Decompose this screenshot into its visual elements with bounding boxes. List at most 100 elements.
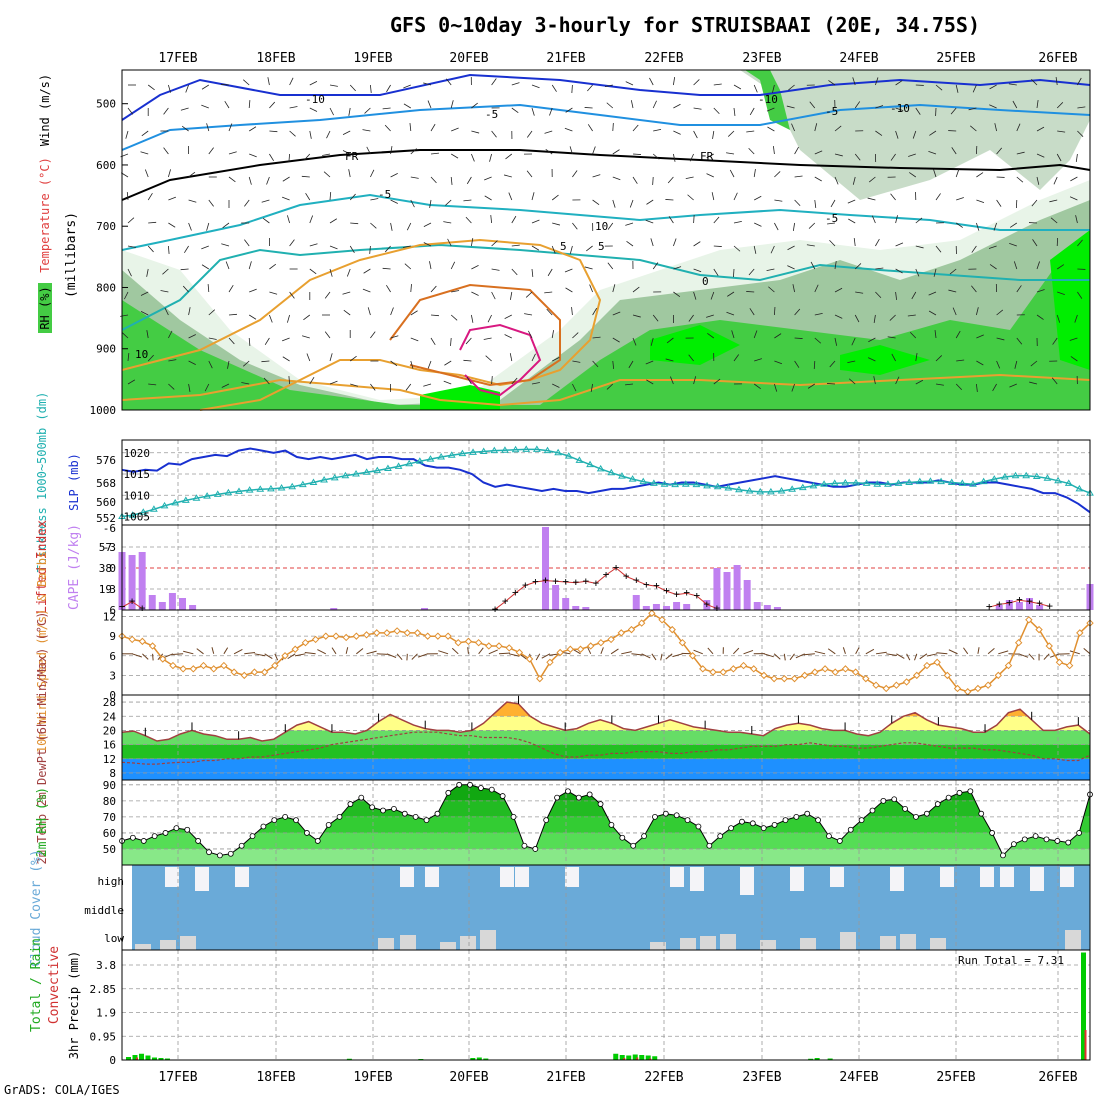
rh-bands: [122, 784, 1090, 865]
rh-marker: [619, 834, 626, 841]
wind-barb: [410, 199, 415, 208]
wind-barb: [830, 199, 836, 208]
cloud-high-block: [690, 867, 704, 891]
panel-frame: [121, 949, 1091, 1061]
wind-barb: [926, 653, 938, 657]
wind-barb: [261, 199, 270, 203]
wind-barb: [1036, 126, 1045, 132]
wind-barb: [748, 147, 755, 155]
cloud-high-block: [980, 867, 994, 887]
wind-marker: [1014, 638, 1023, 647]
cape-tick: 19: [99, 583, 112, 596]
wind-marker: [637, 619, 646, 627]
wind-barb: [551, 245, 556, 254]
cape-tick: 38: [99, 562, 112, 575]
wind-barb: [851, 337, 856, 346]
wind-barb: [1070, 356, 1078, 362]
wind-barb: [545, 148, 553, 155]
thickness-marker: [458, 449, 467, 457]
rh-band: [122, 832, 1090, 849]
wind-barb: [968, 107, 977, 111]
wind-barb: [531, 107, 535, 116]
rh-marker: [902, 805, 909, 812]
rh-marker: [934, 801, 941, 807]
wind-barb: [774, 171, 781, 178]
legend-convective: Convective: [47, 946, 62, 1024]
rh-marker: [151, 833, 158, 840]
thickness-marker: [873, 480, 882, 487]
wind-barb: [827, 222, 836, 225]
wind-barb: [711, 192, 715, 201]
wind-barb: [768, 286, 775, 293]
wind-barb: [814, 176, 822, 182]
wind-barb: [875, 130, 883, 136]
wind-marker: [872, 681, 880, 689]
wind-barb: [792, 222, 795, 231]
wind-barb: [356, 648, 364, 655]
wind-barb: [531, 192, 535, 201]
wind-barb: [693, 268, 702, 273]
wind-barb: [244, 651, 256, 655]
li-line: [989, 599, 1050, 608]
wind-marker: [709, 668, 717, 676]
wind-barb: [168, 196, 177, 201]
wind-barb: [423, 242, 432, 247]
wind-barb: [1016, 151, 1025, 155]
wind-marker: [974, 684, 982, 693]
cloud-high-block: [740, 867, 754, 895]
wind-barb: [491, 240, 498, 247]
wind-barb: [789, 653, 795, 661]
li-marker: +: [986, 600, 993, 613]
wind-barb: [531, 84, 540, 89]
wind-barb: [430, 152, 439, 155]
wind-barb: [349, 193, 356, 201]
wind-barb: [287, 215, 290, 224]
slp-tick: 1020: [124, 447, 151, 460]
wind-barb: [491, 375, 493, 385]
rh-marker: [478, 785, 484, 791]
wind-marker: [699, 665, 707, 673]
contour-label: -5: [378, 188, 391, 201]
wind-barb: [855, 291, 864, 294]
wind-barb: [168, 330, 173, 339]
wind-barb: [184, 245, 189, 253]
wind-barb: [228, 337, 235, 345]
wind-barb: [589, 284, 593, 293]
wind-barb: [895, 242, 904, 247]
wind-barb: [794, 199, 801, 207]
wind-barb: [935, 84, 943, 91]
rh-marker: [510, 813, 517, 820]
li-marker: +: [1046, 600, 1053, 613]
wind-barb: [667, 176, 674, 184]
rh-marker: [836, 838, 843, 844]
wind-barb: [227, 360, 230, 369]
precip-bar: [814, 1058, 820, 1060]
wind-barb: [915, 268, 920, 277]
rh-band: [122, 848, 1090, 865]
temp-band: [122, 730, 1090, 745]
wind-barb: [386, 84, 391, 93]
wind-barb: [289, 77, 294, 86]
convective-bar: [623, 1058, 626, 1060]
wind-barb: [410, 337, 419, 342]
wind-barb: [248, 314, 257, 320]
rh-marker: [206, 849, 212, 856]
wind-barb: [207, 283, 210, 293]
wind-barb: [551, 330, 554, 339]
rh-marker: [760, 825, 767, 832]
wind-barb: [652, 176, 654, 186]
wind-barb: [873, 376, 876, 385]
wind-barb: [152, 653, 154, 661]
wind-tick: 3: [109, 669, 116, 682]
thickness-marker: [915, 477, 924, 485]
wind-barb: [306, 353, 311, 362]
wind-barb: [196, 648, 204, 655]
wind-barb: [670, 376, 674, 385]
wind-barb: [524, 313, 533, 316]
wind-barb: [565, 107, 573, 113]
li-marker: +: [572, 576, 579, 589]
wind-marker: [678, 638, 687, 647]
wind-barb: [652, 100, 657, 109]
wind-barb: [886, 653, 897, 657]
thickness-marker: [192, 494, 201, 501]
